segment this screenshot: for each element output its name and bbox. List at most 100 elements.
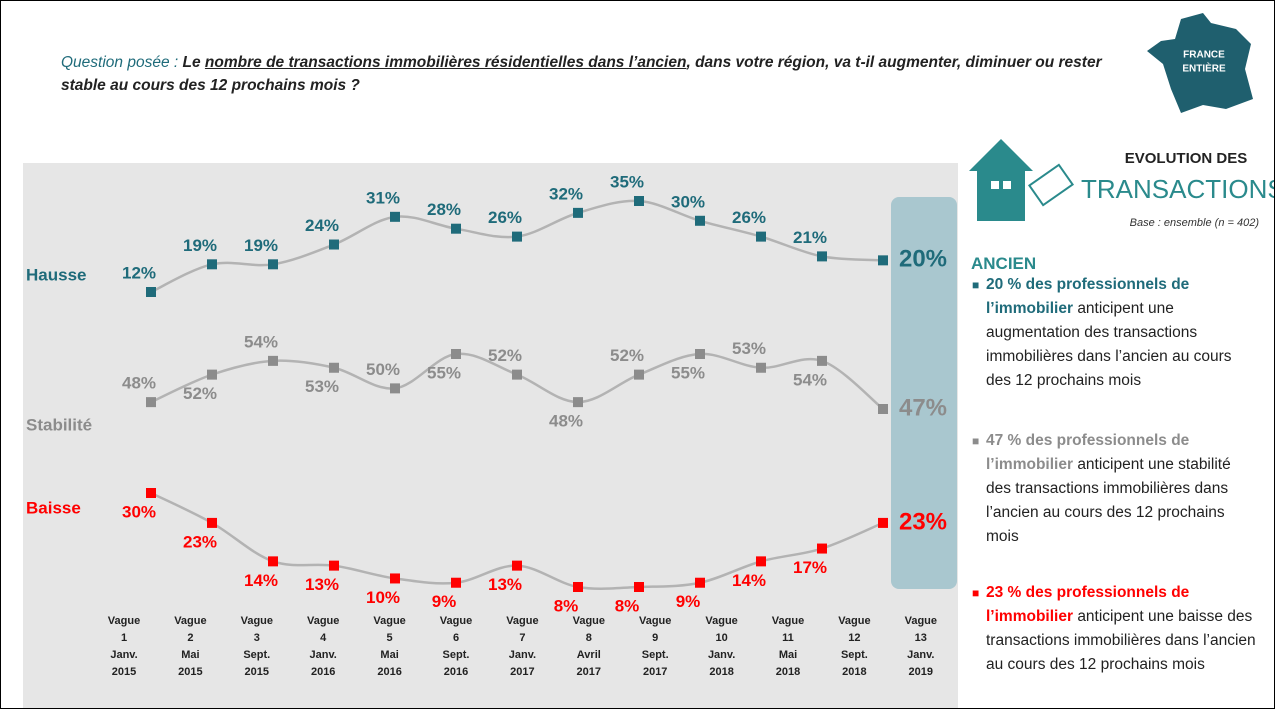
x-tick-label: Vague (905, 615, 937, 627)
marker (817, 355, 827, 366)
x-tick-label: Janv. (110, 649, 137, 661)
house-icon (969, 139, 1033, 221)
bullet-dot: ■ (972, 434, 980, 448)
x-tick-label: Vague (639, 615, 671, 627)
bullet-highlight: 20 % des professionnels de l’immobilier (986, 276, 1190, 317)
series-name: Stabilité (26, 415, 92, 434)
marker (756, 362, 766, 373)
marker (207, 259, 217, 270)
x-tick-label: 2017 (577, 666, 601, 678)
value-label: 55% (427, 363, 461, 382)
value-label: 30% (122, 502, 156, 521)
x-tick-label: Vague (506, 615, 538, 627)
marker (756, 556, 766, 567)
x-tick-label: 1 (121, 632, 127, 644)
x-tick-label: Avril (577, 649, 601, 661)
x-tick-label: Sept. (642, 649, 669, 661)
value-label: 23% (899, 508, 947, 535)
x-tick-label: Vague (573, 615, 605, 627)
marker (146, 488, 156, 498)
x-tick-label: 2015 (112, 666, 136, 678)
value-label: 26% (732, 208, 766, 227)
question-text: , dans votre région, va t-il augmenter, … (61, 54, 1102, 94)
value-label: 23% (183, 532, 217, 551)
marker (817, 251, 827, 262)
marker (146, 397, 156, 408)
value-label: 20% (899, 246, 947, 273)
x-tick-label: 2018 (776, 666, 800, 678)
marker (451, 223, 461, 234)
x-tick-label: 2015 (178, 666, 202, 678)
value-label: 30% (671, 192, 705, 211)
x-tick-label: Vague (705, 615, 737, 627)
question-underlined: nombre de transactions immobilières rési… (204, 54, 687, 71)
marker (756, 231, 766, 242)
side-title-big: TRANSACTIONS (1081, 174, 1274, 204)
value-label: 9% (676, 592, 701, 611)
value-label: 52% (610, 346, 644, 365)
value-label: 17% (793, 558, 827, 577)
marker (207, 517, 217, 528)
x-tick-label: 4 (320, 632, 327, 644)
series-name: Baisse (26, 498, 81, 517)
marker (878, 404, 888, 414)
marker (573, 397, 583, 408)
x-tick-label: 2016 (444, 666, 468, 678)
x-tick-label: 2015 (245, 666, 269, 678)
marker (573, 207, 583, 218)
marker (878, 255, 888, 266)
x-tick-label: 12 (848, 632, 860, 644)
x-tick-label: 2018 (709, 666, 733, 678)
marker (451, 349, 461, 359)
marker (329, 362, 339, 373)
marker (634, 196, 644, 206)
value-label: 14% (732, 571, 766, 590)
value-label: 48% (549, 412, 583, 431)
marker (695, 349, 705, 359)
marker (451, 577, 461, 588)
value-label: 52% (488, 346, 522, 365)
value-label: 10% (366, 588, 400, 607)
x-tick-label: Vague (838, 615, 870, 627)
plot-background (23, 163, 958, 708)
value-label: 53% (732, 339, 766, 358)
x-tick-label: 2 (187, 632, 193, 644)
bullet-dot: ■ (972, 278, 980, 292)
question-text: Le (182, 54, 201, 71)
question: Question posée : Le nombre de transactio… (61, 51, 1131, 97)
value-label: 54% (244, 332, 278, 351)
x-tick-label: Vague (373, 615, 405, 627)
marker (695, 215, 705, 226)
x-tick-label: Vague (241, 615, 273, 627)
value-label: 21% (793, 228, 827, 247)
marker (268, 556, 278, 567)
marker (512, 560, 522, 571)
value-label: 24% (305, 216, 339, 235)
bullet-text: anticipent une baisse des transactions i… (986, 608, 1256, 673)
x-tick-label: 8 (586, 632, 592, 644)
x-tick-label: Vague (174, 615, 206, 627)
question-prefix: Question posée : (61, 54, 179, 71)
value-label: 19% (183, 236, 217, 255)
marker (329, 560, 339, 571)
x-tick-label: 5 (387, 632, 393, 644)
bullet: ■ 47 % des professionnels de l’immobilier… (972, 429, 1256, 549)
x-tick-label: Vague (772, 615, 804, 627)
bullet-text: anticipent une stabilité des transaction… (986, 456, 1231, 545)
x-tick-label: 3 (254, 632, 260, 644)
marker (268, 259, 278, 270)
marker (329, 239, 339, 250)
france-map: FRANCE ENTIÈRE (1147, 13, 1253, 113)
value-label: 28% (427, 200, 461, 219)
marker (817, 543, 827, 554)
x-tick-label: Vague (440, 615, 472, 627)
x-tick-label: 2016 (377, 666, 401, 678)
marker (390, 211, 400, 222)
x-tick-label: Mai (779, 649, 797, 661)
value-label: 9% (432, 592, 457, 611)
x-tick-label: 7 (519, 632, 525, 644)
value-label: 13% (488, 575, 522, 594)
value-label: 35% (610, 172, 644, 191)
value-label: 26% (488, 208, 522, 227)
